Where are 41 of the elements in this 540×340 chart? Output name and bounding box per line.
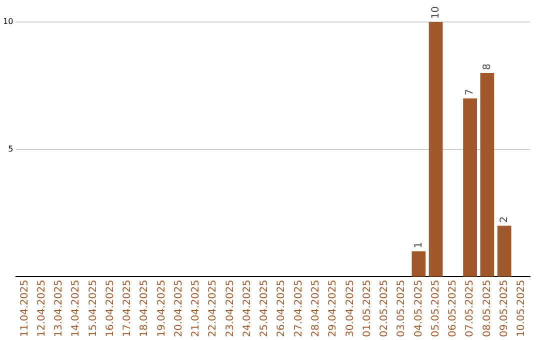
x-tick-label: 02.05.2025 bbox=[379, 280, 390, 338]
data-label: 2 bbox=[498, 216, 510, 223]
bar bbox=[463, 98, 477, 277]
x-tick-label: 30.04.2025 bbox=[344, 280, 356, 338]
x-tick-label: 03.05.2025 bbox=[396, 280, 408, 338]
x-tick-label: 16.04.2025 bbox=[104, 280, 116, 338]
x-tick-label: 26.04.2025 bbox=[276, 280, 288, 338]
x-tick-label: 12.04.2025 bbox=[36, 280, 48, 338]
x-tick-label: 05.05.2025 bbox=[430, 280, 442, 338]
y-tick-label: 5 bbox=[8, 144, 14, 154]
x-tick-label: 20.04.2025 bbox=[173, 280, 184, 338]
data-label: 1 bbox=[413, 242, 424, 248]
x-tick-label: 15.04.2025 bbox=[88, 280, 99, 338]
x-tick-label: 18.04.2025 bbox=[139, 280, 150, 338]
bar bbox=[428, 22, 443, 277]
bar bbox=[480, 72, 494, 277]
x-tick-label: 22.04.2025 bbox=[208, 280, 219, 338]
bar bbox=[497, 226, 512, 277]
x-tick-label: 04.05.2025 bbox=[413, 280, 424, 338]
x-tick-label: 08.05.2025 bbox=[482, 280, 493, 338]
x-tick-label: 17.04.2025 bbox=[122, 280, 134, 338]
x-tick-label: 11.04.2025 bbox=[19, 280, 30, 338]
bar bbox=[412, 251, 426, 277]
data-label: 7 bbox=[464, 89, 476, 96]
data-label: 8 bbox=[482, 64, 493, 70]
x-tick-label: 13.04.2025 bbox=[54, 280, 65, 338]
x-tick-label: 09.05.2025 bbox=[498, 280, 510, 338]
x-tick-label: 29.04.2025 bbox=[328, 280, 339, 338]
x-tick-label: 24.04.2025 bbox=[242, 280, 253, 338]
x-tick-label: 14.04.2025 bbox=[70, 280, 82, 338]
x-tick-label: 27.04.2025 bbox=[293, 280, 304, 338]
x-tick-label: 23.04.2025 bbox=[224, 280, 236, 338]
x-tick-label: 28.04.2025 bbox=[310, 280, 322, 338]
x-tick-label: 01.05.2025 bbox=[362, 280, 373, 338]
x-tick-label: 25.04.2025 bbox=[259, 280, 270, 338]
x-tick-label: 19.04.2025 bbox=[156, 280, 168, 338]
data-label: 10 bbox=[430, 6, 442, 19]
x-tick-label: 21.04.2025 bbox=[190, 280, 202, 338]
x-tick-label: 10.05.2025 bbox=[516, 280, 528, 338]
x-tick-label: 07.05.2025 bbox=[464, 280, 476, 338]
x-tick-label: 06.05.2025 bbox=[448, 280, 459, 338]
